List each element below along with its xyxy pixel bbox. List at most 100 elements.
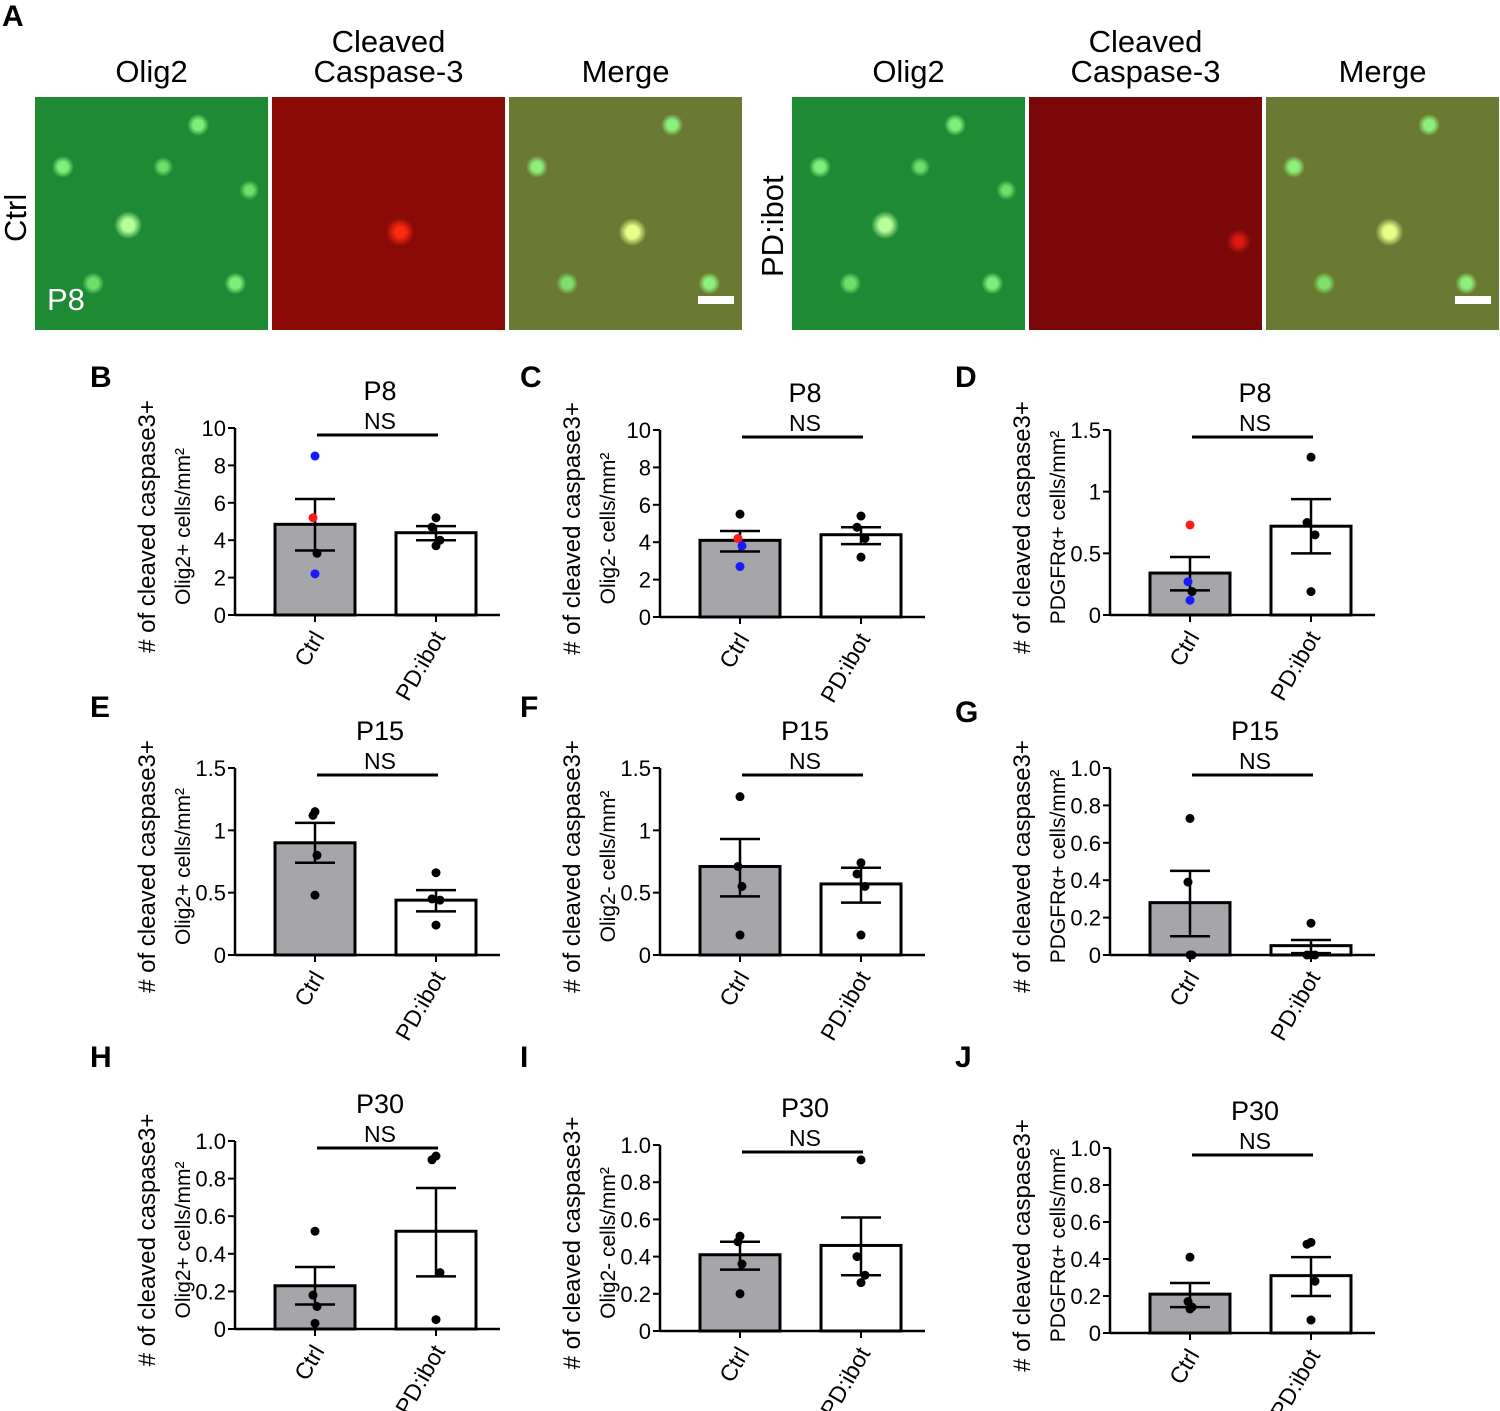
significance-label: NS bbox=[1239, 1128, 1271, 1154]
data-point bbox=[852, 1252, 862, 1262]
y-axis-label: Olig2- cells/mm² bbox=[597, 791, 620, 943]
y-tick-label: 2 bbox=[214, 566, 226, 591]
data-point bbox=[1306, 918, 1316, 928]
data-point bbox=[1185, 520, 1195, 530]
panel-letter: H bbox=[90, 1041, 112, 1074]
significance-label: NS bbox=[1239, 410, 1271, 436]
y-tick-label: 4 bbox=[639, 530, 651, 555]
data-point bbox=[312, 850, 322, 860]
data-point bbox=[1185, 813, 1195, 823]
panel-letter: D bbox=[955, 361, 977, 394]
significance-label: NS bbox=[1239, 748, 1271, 774]
y-tick-label: 0.2 bbox=[195, 1279, 226, 1304]
data-point bbox=[733, 533, 743, 543]
y-tick-label: 1.0 bbox=[1070, 1136, 1101, 1161]
data-point bbox=[435, 1268, 445, 1278]
data-point bbox=[312, 548, 322, 558]
y-tick-label: 0.4 bbox=[1070, 1247, 1101, 1272]
y-tick-label: 0.5 bbox=[195, 881, 226, 906]
y-tick-label: 1 bbox=[639, 818, 651, 843]
data-point bbox=[1310, 1276, 1320, 1286]
data-point bbox=[427, 1155, 437, 1165]
y-tick-label: 0.8 bbox=[1070, 793, 1101, 818]
bar-pdibot bbox=[819, 533, 903, 619]
y-tick-label: 2 bbox=[639, 568, 651, 593]
y-tick-label: 0.8 bbox=[195, 1167, 226, 1192]
x-tick-label: Ctrl bbox=[714, 967, 754, 1011]
y-tick-label: 0.2 bbox=[620, 1282, 651, 1307]
data-point bbox=[427, 522, 437, 532]
panel-letter: I bbox=[520, 1041, 528, 1074]
data-point bbox=[1310, 530, 1320, 540]
data-point bbox=[431, 920, 441, 930]
y-axis-label: # of cleaved caspase3+ bbox=[1009, 401, 1036, 654]
x-tick-label: Ctrl bbox=[714, 629, 754, 673]
y-tick-label: 0.2 bbox=[1070, 906, 1101, 931]
y-tick-label: 0 bbox=[1089, 603, 1101, 628]
x-tick-label: PD:ibot bbox=[390, 966, 451, 1045]
chart-title: P15 bbox=[1231, 716, 1279, 746]
data-point bbox=[856, 930, 866, 940]
significance-label: NS bbox=[364, 408, 396, 434]
data-point bbox=[735, 792, 745, 802]
panel-letter: B bbox=[90, 361, 112, 394]
y-tick-label: 0 bbox=[639, 605, 651, 630]
y-tick-label: 0 bbox=[214, 943, 226, 968]
data-point bbox=[856, 858, 866, 868]
data-point bbox=[1185, 1252, 1195, 1262]
micrograph-ctrl-caspase3 bbox=[272, 97, 505, 330]
column-header: Cleaved Caspase-3 bbox=[1070, 24, 1221, 89]
data-point bbox=[435, 895, 445, 905]
significance-label: NS bbox=[364, 748, 396, 774]
micrograph-pdibot-merge bbox=[1266, 97, 1499, 330]
y-axis-label: # of cleaved caspase3+ bbox=[134, 1114, 161, 1367]
chart-title: P8 bbox=[363, 376, 396, 406]
data-point bbox=[733, 1237, 743, 1247]
chart-title: P15 bbox=[781, 716, 829, 746]
panel-letter: C bbox=[520, 361, 542, 394]
micrograph-pdibot-caspase3 bbox=[1029, 97, 1262, 330]
y-tick-label: 0.6 bbox=[1070, 1210, 1101, 1235]
data-point bbox=[1306, 1315, 1316, 1325]
data-point bbox=[431, 541, 441, 551]
error-bar bbox=[416, 1186, 456, 1278]
x-tick-label: Ctrl bbox=[1164, 967, 1204, 1011]
x-tick-label: PD:ibot bbox=[1265, 966, 1326, 1045]
y-tick-label: 8 bbox=[214, 453, 226, 478]
data-point bbox=[1302, 518, 1312, 527]
y-tick-label: 0 bbox=[214, 603, 226, 628]
y-tick-label: 1 bbox=[214, 818, 226, 843]
y-tick-label: 0 bbox=[214, 1317, 226, 1342]
data-point bbox=[310, 890, 320, 900]
data-point bbox=[737, 541, 747, 551]
micrograph-pdibot-olig2 bbox=[792, 97, 1025, 330]
data-point bbox=[431, 868, 441, 878]
data-point bbox=[310, 451, 320, 461]
error-bar bbox=[1291, 1255, 1331, 1298]
data-point bbox=[1185, 1304, 1195, 1314]
x-tick-label: Ctrl bbox=[1164, 1345, 1204, 1389]
data-point bbox=[310, 1226, 320, 1236]
y-tick-label: 1.5 bbox=[195, 756, 226, 781]
y-tick-label: 0.6 bbox=[620, 1207, 651, 1232]
data-point bbox=[737, 1259, 747, 1269]
y-tick-label: 1.5 bbox=[620, 756, 651, 781]
column-header: Merge bbox=[1338, 54, 1427, 89]
chart-title: P30 bbox=[356, 1089, 404, 1119]
panel-letter: A bbox=[2, 0, 24, 33]
data-point bbox=[852, 522, 862, 532]
data-point bbox=[856, 552, 866, 562]
data-point bbox=[735, 930, 745, 940]
y-axis-label: Olig2- cells/mm² bbox=[597, 453, 620, 605]
data-point bbox=[1306, 587, 1316, 597]
y-axis-label: # of cleaved caspase3+ bbox=[559, 402, 586, 655]
data-point bbox=[856, 1278, 866, 1288]
y-tick-label: 0.5 bbox=[1070, 541, 1101, 566]
data-point bbox=[431, 1315, 441, 1325]
y-axis-label: # of cleaved caspase3+ bbox=[559, 740, 586, 993]
data-point bbox=[860, 881, 870, 891]
